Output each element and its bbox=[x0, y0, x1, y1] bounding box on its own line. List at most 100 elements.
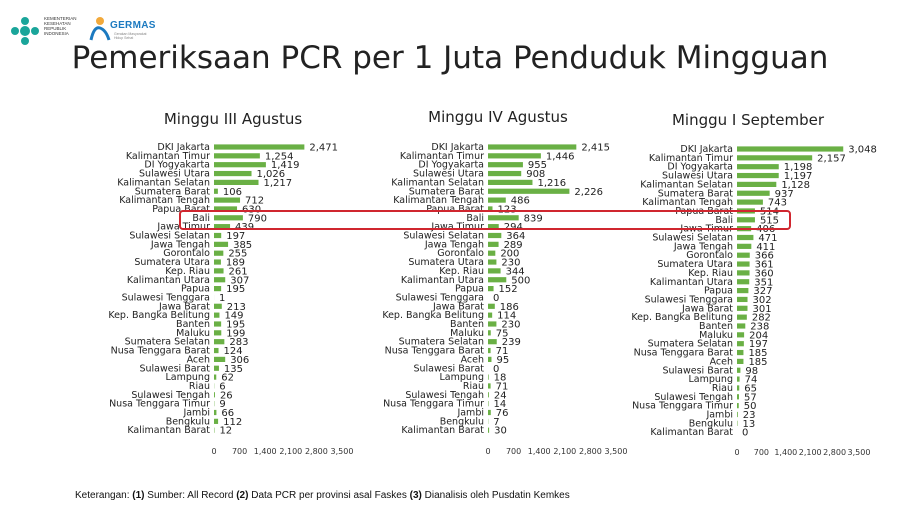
data-label: 306 bbox=[230, 355, 249, 366]
category-label: Jambi bbox=[182, 408, 210, 419]
bar bbox=[214, 144, 305, 150]
bar bbox=[488, 232, 502, 239]
bar bbox=[488, 277, 507, 283]
data-label: 307 bbox=[230, 275, 249, 286]
category-label: Kalimantan Barat bbox=[650, 427, 733, 438]
category-label: Jawa Tengah bbox=[673, 241, 733, 252]
data-label: 106 bbox=[223, 187, 242, 198]
bar bbox=[737, 164, 779, 170]
data-label: 0 bbox=[493, 293, 499, 304]
category-label: Papua Barat bbox=[426, 204, 484, 215]
chart-title: Minggu IV Agustus bbox=[428, 108, 568, 126]
category-label: DKI Jakarta bbox=[680, 144, 733, 155]
germas-logo-text: GERMAS bbox=[110, 20, 156, 31]
kemenkes-logo-icon bbox=[11, 17, 39, 45]
category-label: Bali bbox=[192, 213, 210, 224]
category-label: Gorontalo bbox=[686, 250, 733, 261]
bar bbox=[488, 206, 493, 212]
bar bbox=[737, 270, 750, 276]
category-label: Sulawesi Tengah bbox=[654, 392, 733, 403]
data-label: 1,419 bbox=[271, 160, 300, 171]
category-label: Kalimantan Utara bbox=[401, 275, 484, 286]
data-label: 630 bbox=[242, 204, 261, 215]
bar bbox=[214, 392, 215, 398]
data-label: 230 bbox=[501, 320, 520, 331]
ministry-logo-text: KEMENTERIAN KESEHATAN REPUBLIK INDONESIA bbox=[44, 16, 77, 36]
data-label: 12 bbox=[219, 426, 232, 437]
data-label: 1,254 bbox=[265, 151, 294, 162]
data-label: 1,026 bbox=[257, 169, 286, 180]
bar bbox=[214, 215, 243, 221]
category-label: Kalimantan Selatan bbox=[391, 177, 484, 188]
bar bbox=[214, 153, 260, 159]
category-label: Sumatera Barat bbox=[135, 186, 211, 197]
data-label: 114 bbox=[497, 311, 516, 322]
bar bbox=[214, 241, 229, 247]
category-label: Sulawesi Tenggara bbox=[122, 292, 210, 303]
category-label: Sulawesi Utara bbox=[662, 171, 733, 182]
bar bbox=[737, 155, 813, 161]
bar bbox=[214, 339, 225, 345]
category-label: Banten bbox=[450, 319, 484, 330]
category-label: Kalimantan Timur bbox=[649, 153, 733, 164]
data-label: 230 bbox=[501, 258, 520, 269]
category-label: DI Yogyakarta bbox=[144, 160, 210, 171]
data-label: 14 bbox=[494, 399, 507, 410]
category-label: Sumatera Selatan bbox=[648, 339, 733, 350]
bar bbox=[488, 312, 493, 318]
category-label: Banten bbox=[699, 321, 733, 332]
data-label: 486 bbox=[511, 196, 530, 207]
data-label: 411 bbox=[756, 242, 775, 253]
data-label: 76 bbox=[496, 408, 509, 419]
bar bbox=[488, 321, 497, 327]
data-label: 471 bbox=[758, 233, 777, 244]
data-label: 7 bbox=[493, 417, 499, 428]
category-label: Sulawesi Tengah bbox=[131, 390, 210, 401]
category-label: Nusa Tenggara Timur bbox=[109, 399, 210, 410]
category-label: Kep. Bangka Belitung bbox=[631, 312, 733, 323]
data-label: 9 bbox=[219, 399, 225, 410]
bar bbox=[214, 206, 238, 212]
bar bbox=[214, 356, 226, 362]
category-label: Jawa Barat bbox=[158, 301, 210, 312]
category-label: Nusa Tenggara Timur bbox=[632, 401, 733, 412]
data-label: 65 bbox=[744, 383, 757, 394]
category-label: Bengkulu bbox=[440, 416, 484, 427]
bar bbox=[214, 321, 222, 327]
category-label: Gorontalo bbox=[437, 248, 484, 259]
data-label: 195 bbox=[226, 284, 245, 295]
category-label: Bali bbox=[466, 213, 484, 224]
bar bbox=[488, 179, 533, 185]
category-label: Jambi bbox=[705, 410, 733, 421]
data-label: 955 bbox=[528, 160, 547, 171]
category-label: Nusa Tenggara Timur bbox=[383, 399, 484, 410]
bar bbox=[488, 268, 501, 274]
bar bbox=[737, 172, 779, 179]
data-label: 26 bbox=[220, 390, 233, 401]
category-label: Kalimantan Timur bbox=[400, 151, 484, 162]
bar bbox=[737, 385, 740, 391]
data-label: 327 bbox=[753, 286, 772, 297]
category-label: Nusa Tenggara Barat bbox=[111, 346, 211, 357]
bar bbox=[488, 347, 491, 354]
category-label: Jawa Timur bbox=[156, 222, 210, 233]
category-label: Maluku bbox=[176, 328, 210, 339]
category-label: Kalimantan Tengah bbox=[393, 195, 484, 206]
category-label: Lampung bbox=[166, 372, 210, 383]
category-label: Sulawesi Barat bbox=[139, 363, 210, 374]
chart-panel-2: Minggu IV Agustus DKI Jakarta 2,415 Kaliman… bbox=[382, 108, 627, 456]
data-label: 71 bbox=[496, 346, 509, 357]
bar bbox=[737, 367, 741, 373]
chart-panel-3: Minggu I September DKI Jakarta 3,048 Kalima… bbox=[631, 111, 877, 457]
category-label: Gorontalo bbox=[163, 248, 210, 259]
data-label: 213 bbox=[227, 302, 246, 313]
data-label: 1,216 bbox=[537, 178, 566, 189]
bar bbox=[737, 305, 748, 311]
data-label: 23 bbox=[743, 410, 756, 421]
logo-area: KEMENTERIAN KESEHATAN REPUBLIK INDONESIA… bbox=[10, 12, 160, 52]
bar bbox=[214, 232, 222, 239]
category-label: Sulawesi Tenggara bbox=[645, 294, 733, 305]
page-title: Pemeriksaan PCR per 1 Juta Penduduk Ming… bbox=[71, 40, 829, 76]
bar bbox=[737, 252, 750, 258]
germas-logo-icon bbox=[89, 17, 111, 41]
